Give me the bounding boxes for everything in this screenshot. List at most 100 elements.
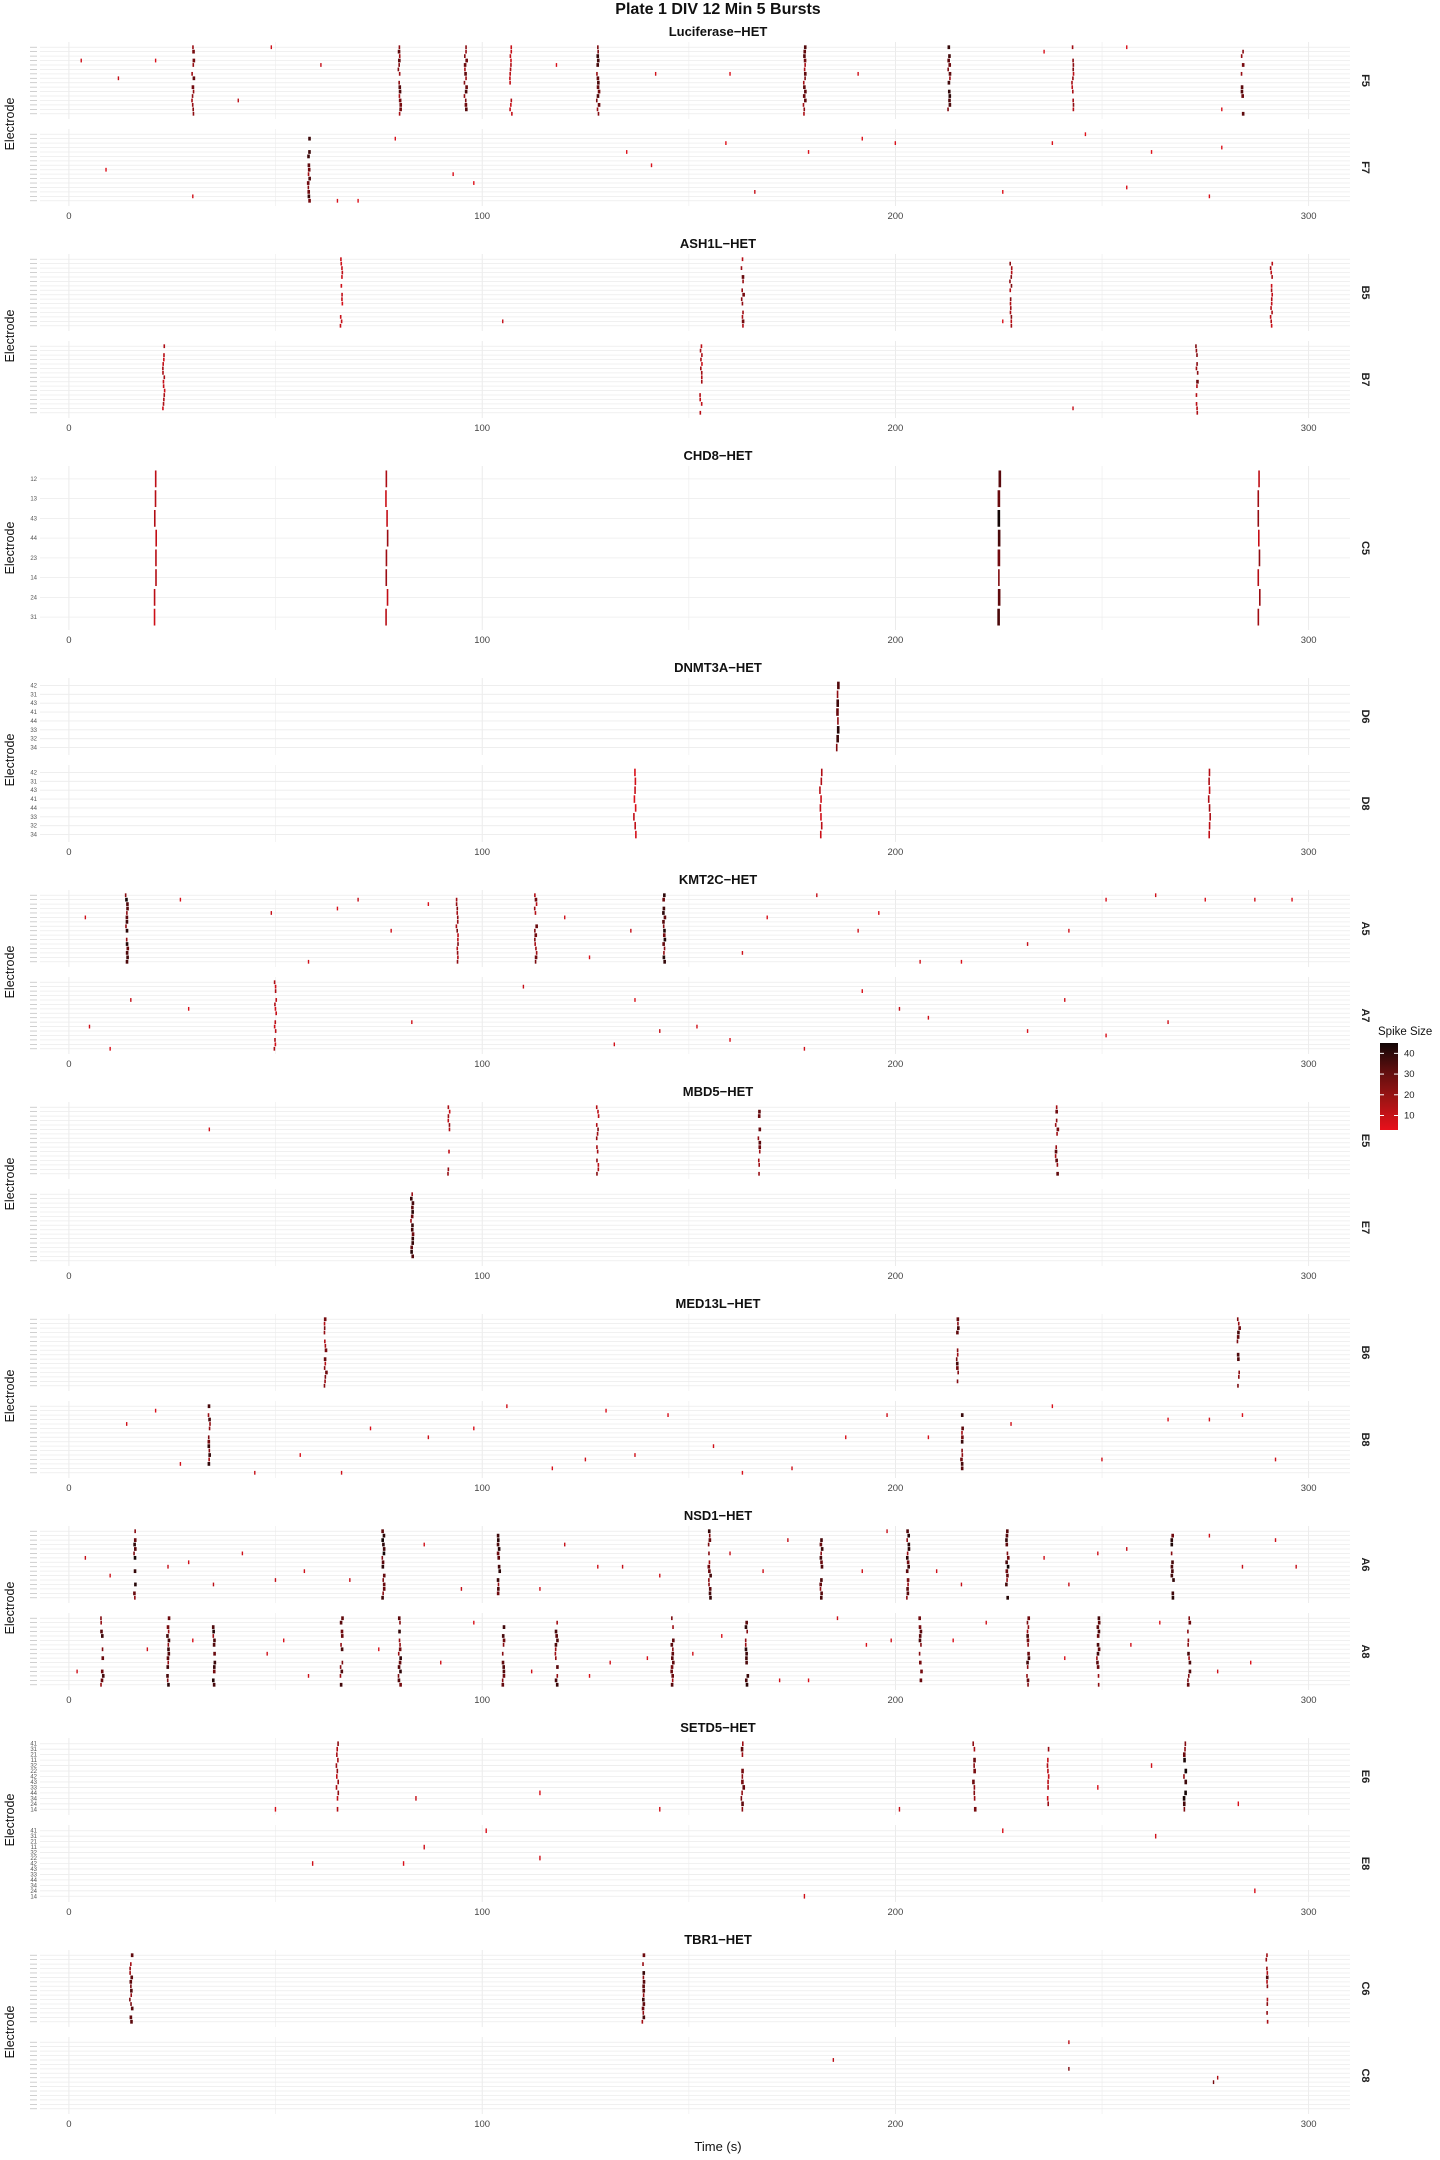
well-label: D8	[1359, 796, 1371, 810]
burst-spike	[465, 85, 468, 90]
spike	[88, 1024, 91, 1029]
spike	[960, 1582, 963, 1587]
spike	[1291, 897, 1293, 902]
burst-spike	[1266, 2002, 1269, 2006]
burst-spike	[386, 588, 389, 606]
burst-spike	[386, 529, 389, 547]
burst-spike	[918, 1625, 922, 1629]
burst-spike	[1010, 275, 1013, 279]
spike	[1002, 190, 1004, 194]
burst-spike	[672, 1625, 674, 1629]
burst-spike	[323, 1321, 326, 1326]
burst-spike	[1195, 366, 1198, 371]
burst-spike	[1027, 1651, 1030, 1656]
burst-spike	[323, 1383, 326, 1388]
burst-spike	[556, 1674, 559, 1678]
burst-spike	[596, 1131, 599, 1136]
burst-spike	[997, 608, 1000, 626]
group-title: NSD1−HET	[684, 1508, 752, 1523]
burst-spike	[457, 937, 459, 942]
burst-spike	[398, 1660, 402, 1665]
burst-spike	[1237, 1321, 1240, 1326]
burst-spike	[961, 1426, 964, 1431]
burst-spike	[1096, 1651, 1100, 1656]
burst-spike	[948, 54, 951, 58]
well-panel-A7: A7	[30, 977, 1371, 1054]
well-panel-B8: B8	[30, 1401, 1371, 1478]
group-title: Luciferase−HET	[669, 24, 768, 39]
burst-spike	[496, 1542, 500, 1547]
spike	[117, 76, 120, 81]
spike	[1068, 928, 1070, 933]
burst-spike	[411, 1192, 413, 1197]
burst-spike	[708, 1582, 710, 1587]
burst-spike	[382, 1533, 386, 1538]
burst-spike	[836, 726, 840, 734]
burst-spike	[633, 813, 635, 821]
burst-spike	[166, 1634, 169, 1638]
burst-spike	[509, 71, 511, 76]
burst-spike	[960, 1439, 964, 1444]
burst-spike	[758, 1171, 760, 1176]
burst-spike	[700, 366, 702, 371]
burst-spike	[947, 89, 951, 94]
burst-spike	[155, 549, 157, 567]
burst-spike	[133, 1551, 135, 1556]
legend-tick-label: 20	[1404, 1090, 1415, 1101]
burst-spike	[757, 1136, 760, 1141]
burst-spike	[708, 1551, 710, 1556]
spike	[659, 1573, 661, 1578]
burst-spike	[411, 1236, 415, 1241]
burst-spike	[509, 67, 512, 72]
group-7: NSD1−HET Electrode A6 A8 0 100 200 300	[3, 1508, 1371, 1706]
burst-spike	[100, 1682, 102, 1687]
burst-spike	[1005, 1582, 1008, 1587]
burst-spike	[208, 1457, 210, 1462]
electrode-label: 43	[30, 701, 37, 707]
burst-spike	[596, 63, 600, 67]
spike	[927, 1435, 930, 1440]
burst-spike	[820, 1591, 823, 1596]
burst-spike	[192, 107, 195, 112]
burst-spike	[1009, 279, 1011, 284]
burst-spike	[701, 362, 703, 366]
burst-spike	[1096, 1660, 1099, 1665]
burst-spike	[1208, 777, 1210, 786]
spike	[564, 1542, 566, 1547]
spike	[886, 1413, 888, 1417]
well-panel-F7: F7	[30, 129, 1371, 206]
burst-spike	[1071, 85, 1074, 90]
burst-spike	[907, 1547, 911, 1551]
electrode-label: 33	[30, 1872, 37, 1878]
spike	[1159, 1620, 1161, 1625]
burst-spike	[948, 63, 952, 67]
burst-spike	[1096, 1634, 1100, 1638]
burst-spike	[1027, 1642, 1029, 1647]
burst-spike	[129, 1979, 133, 1984]
electrode-label: 22	[30, 1769, 37, 1775]
spike	[1154, 893, 1157, 898]
spike	[857, 928, 859, 933]
well-panel-A8: A8	[30, 1613, 1371, 1690]
burst-spike	[1171, 1591, 1175, 1596]
burst-spike	[207, 1462, 211, 1466]
burst-spike	[167, 1638, 171, 1643]
burst-spike	[905, 1555, 909, 1560]
burst-spike	[336, 1796, 339, 1801]
burst-spike	[972, 1741, 975, 1747]
spike	[307, 959, 310, 964]
burst-spike	[398, 111, 401, 116]
x-tick-label: 300	[1301, 847, 1317, 858]
spike	[349, 1578, 351, 1582]
burst-spike	[1026, 1620, 1029, 1625]
burst-spike	[1241, 63, 1245, 67]
burst-spike	[534, 937, 536, 942]
burst-spike	[385, 608, 387, 626]
burst-spike	[382, 1578, 385, 1582]
electrode-label: 43	[30, 788, 37, 794]
spike	[1068, 1582, 1070, 1587]
x-tick-label: 100	[474, 423, 490, 434]
burst-spike	[670, 1682, 674, 1687]
burst-spike	[596, 94, 600, 98]
burst-spike	[274, 989, 277, 993]
